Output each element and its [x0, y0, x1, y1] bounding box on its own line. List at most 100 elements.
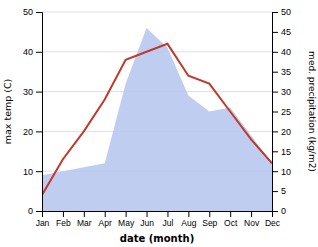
tick-label: Dec	[265, 218, 281, 228]
tick-label: 10	[281, 167, 291, 177]
tick-label: Apr	[99, 218, 112, 228]
y-axis-title: max temp (C)	[2, 79, 13, 145]
tick: Oct	[224, 211, 238, 228]
marks	[42, 28, 272, 211]
tick-mark	[272, 151, 278, 152]
tick-label: Sep	[202, 218, 217, 228]
tick: 40	[23, 47, 42, 57]
tick-label: Jul	[163, 218, 174, 228]
tick: Dec	[265, 211, 281, 228]
axis-line	[273, 13, 279, 212]
tick: Apr	[99, 211, 112, 228]
tick-label: Jun	[140, 218, 154, 228]
precipitation-area	[42, 28, 272, 211]
chart: JanFebMarAprMayJunJulAugSepOctNovDec0102…	[0, 0, 318, 247]
tick-label: Nov	[244, 218, 260, 228]
tick-label: 20	[23, 127, 33, 137]
tick: Aug	[181, 211, 196, 228]
tick-mark	[272, 72, 278, 73]
tick-label: 5	[281, 186, 286, 196]
y-axis: 0 10 20 30 40 50	[23, 7, 43, 216]
tick-mark	[36, 52, 42, 53]
tick-mark	[63, 211, 64, 217]
tick-mark	[105, 211, 106, 217]
tick: 20	[272, 127, 291, 137]
tick: 15	[272, 147, 291, 157]
tick-mark	[272, 211, 278, 212]
x-axis: Jan Feb Mar Apr May Jun Jul Aug Sep Oct Nov Dec	[36, 211, 281, 228]
tick-mark	[36, 131, 42, 132]
tick-label: 35	[281, 67, 291, 77]
tick-mark	[147, 211, 148, 217]
tick-label: May	[118, 218, 135, 228]
tick: 30	[23, 87, 42, 97]
tick: 10	[272, 167, 291, 177]
tick-mark	[36, 92, 42, 93]
tick-mark	[272, 171, 278, 172]
tick: 50	[272, 7, 291, 17]
y2-axis: 0 5 10 15 20 25 30 35 40 45 50	[272, 7, 291, 216]
grid-line	[42, 12, 272, 13]
tick-mark	[36, 12, 42, 13]
tick-mark	[272, 12, 278, 13]
tick-mark	[209, 211, 210, 217]
tick: 50	[23, 7, 42, 17]
tick-label: 45	[281, 27, 291, 37]
tick-label: 30	[281, 87, 291, 97]
tick-label: 40	[23, 47, 33, 57]
axis-line	[43, 212, 273, 218]
tick-label: 20	[281, 127, 291, 137]
x-axis-title: date (month)	[120, 233, 194, 244]
tick-mark	[84, 211, 85, 217]
tick-mark	[272, 92, 278, 93]
tick: 25	[272, 107, 291, 117]
tick-label: 50	[23, 7, 33, 17]
tick-mark	[167, 211, 168, 217]
axis-line	[36, 13, 43, 212]
tick-mark	[272, 131, 278, 132]
plot-area: JanFebMarAprMayJunJulAugSepOctNovDec0102…	[23, 7, 291, 228]
tick-mark	[126, 211, 127, 217]
tick-label: Feb	[56, 218, 71, 228]
tick-label: 40	[281, 47, 291, 57]
tick: Jun	[140, 211, 154, 228]
tick: 45	[272, 27, 291, 37]
tick: 0	[272, 206, 286, 216]
tick: 0	[28, 206, 42, 216]
tick-mark	[36, 171, 42, 172]
tick: May	[118, 211, 135, 228]
tick-label: Mar	[77, 218, 92, 228]
tick-mark	[272, 52, 278, 53]
tick-label: 0	[28, 206, 33, 216]
tick-mark	[272, 32, 278, 33]
tick-label: 30	[23, 87, 33, 97]
tick: Nov	[244, 211, 260, 228]
tick-mark	[272, 112, 278, 113]
tick: 20	[23, 127, 42, 137]
tick: Jan	[36, 211, 50, 228]
tick-label: Oct	[224, 218, 238, 228]
tick-label: 0	[281, 206, 286, 216]
tick-mark	[251, 211, 252, 217]
tick: Jul	[163, 211, 174, 228]
tick-label: 15	[281, 147, 291, 157]
temperature-line	[42, 44, 272, 195]
tick-label: 10	[23, 167, 33, 177]
tick-label: 25	[281, 107, 291, 117]
tick: Feb	[56, 211, 71, 228]
tick: 35	[272, 67, 291, 77]
tick: Sep	[202, 211, 217, 228]
tick-mark	[188, 211, 189, 217]
y2-axis-title: med. precipitation (kg/m2)	[307, 51, 317, 172]
tick: 30	[272, 87, 291, 97]
tick-mark	[272, 191, 278, 192]
tick-label: Aug	[181, 218, 196, 228]
tick-label: 50	[281, 7, 291, 17]
grid	[42, 12, 272, 211]
tick: 10	[23, 167, 42, 177]
tick-label: Jan	[36, 218, 50, 228]
tick: Mar	[77, 211, 92, 228]
tick-mark	[230, 211, 231, 217]
tick-mark	[36, 211, 42, 212]
tick: 5	[272, 186, 286, 196]
